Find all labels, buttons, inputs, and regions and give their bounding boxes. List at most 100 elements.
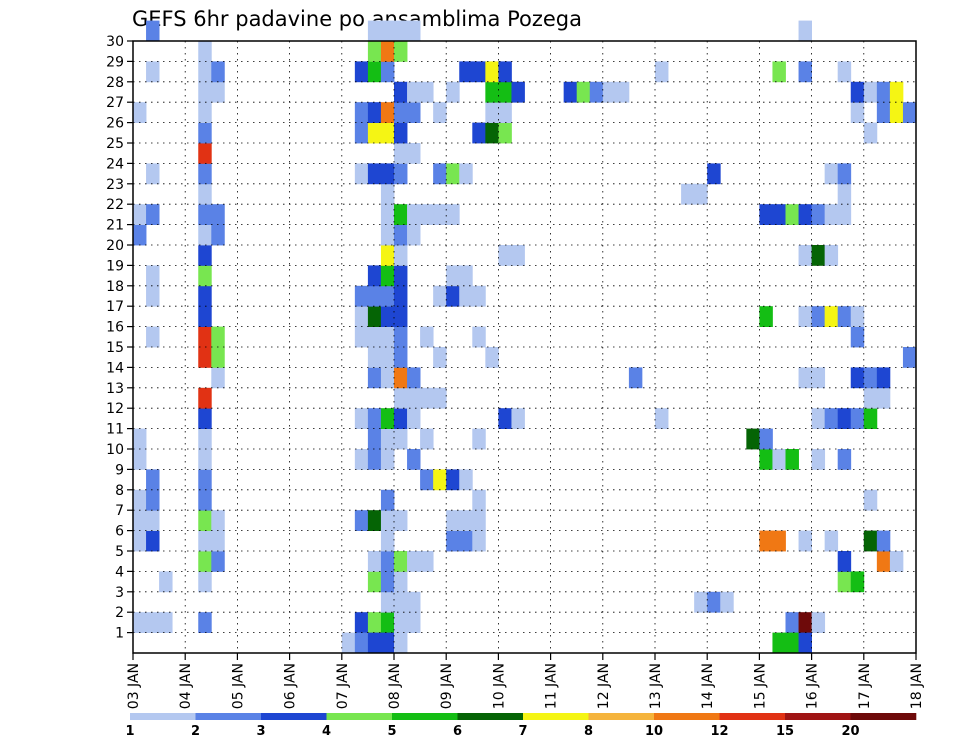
heatmap-cell (785, 449, 799, 470)
heatmap-cell (707, 591, 721, 613)
heatmap-cell (198, 551, 212, 572)
heatmap-cell (394, 632, 408, 654)
heatmap-cell (198, 408, 212, 429)
heatmap-cell (380, 449, 395, 470)
heatmap-cell (798, 204, 812, 225)
heatmap-cell (354, 306, 369, 327)
heatmap-cell (511, 81, 525, 103)
colorbar-label: 10 (645, 724, 663, 739)
heatmap-cell (380, 245, 395, 266)
heatmap-cell (824, 245, 839, 266)
x-tick-label: 06 JAN (283, 663, 299, 709)
heatmap-cell (511, 408, 525, 429)
heatmap-cell (394, 20, 408, 42)
heatmap-cell (367, 285, 382, 307)
heatmap-cell (146, 489, 160, 511)
heatmap-cell (380, 326, 395, 348)
heatmap-cell (694, 591, 708, 613)
heatmap-cell (133, 428, 147, 450)
heatmap-cell (198, 285, 212, 307)
heatmap-cell (485, 102, 499, 123)
heatmap-cell (837, 204, 852, 225)
heatmap-cell (746, 428, 760, 450)
heatmap-cell (407, 143, 421, 164)
heatmap-cell (889, 551, 904, 572)
heatmap-cell (380, 265, 395, 287)
heatmap-cell (485, 81, 499, 103)
heatmap-cell (198, 265, 212, 287)
heatmap-cell (433, 347, 447, 368)
heatmap-cell (407, 387, 421, 409)
x-tick-label: 09 JAN (439, 663, 455, 709)
heatmap-cell (198, 204, 212, 225)
y-tick-label: 13 (106, 381, 124, 397)
colorbar-swatch (588, 713, 655, 720)
heatmap-cell (159, 612, 173, 633)
heatmap-cell (394, 510, 408, 531)
heatmap-cell (394, 367, 408, 389)
heatmap-cell (433, 204, 447, 225)
colorbar-label: 12 (710, 724, 728, 739)
heatmap-cell (811, 408, 826, 429)
heatmap-cell (133, 449, 147, 470)
heatmap-cell (459, 469, 473, 491)
heatmap-cell (485, 61, 499, 83)
heatmap-cell (850, 306, 865, 327)
heatmap-cell (837, 306, 852, 327)
y-tick-label: 11 (106, 422, 124, 438)
heatmap-cell (380, 102, 395, 123)
heatmap-cell (380, 571, 395, 593)
heatmap-cell (133, 489, 147, 511)
heatmap-cell (798, 306, 812, 327)
heatmap-cell (798, 612, 812, 633)
heatmap-cell (863, 81, 878, 103)
heatmap-cell (889, 81, 904, 103)
heatmap-cell (433, 285, 447, 307)
heatmap-cell (407, 102, 421, 123)
heatmap-cell (772, 449, 786, 470)
heatmap-cell (446, 81, 460, 103)
colorbar-swatch (457, 713, 524, 720)
heatmap-cell (472, 326, 486, 348)
x-tick-label: 04 JAN (178, 663, 194, 709)
heatmap-cell (824, 204, 839, 225)
heatmap-cell (472, 530, 486, 552)
heatmap-cell (198, 489, 212, 511)
heatmap-cell (407, 81, 421, 103)
heatmap-cell (146, 285, 160, 307)
heatmap-cell (850, 367, 865, 389)
heatmap-cell (420, 428, 434, 450)
heatmap-cell (511, 245, 525, 266)
heatmap-cell (707, 163, 721, 185)
heatmap-cell (876, 367, 891, 389)
heatmap-cell (341, 632, 356, 654)
heatmap-cell (354, 510, 369, 531)
heatmap-cell (472, 428, 486, 450)
heatmap-cell (198, 469, 212, 491)
x-tick-label: 05 JAN (230, 663, 246, 709)
heatmap-cell (824, 163, 839, 185)
x-tick-label: 16 JAN (805, 663, 821, 709)
heatmap-cell (367, 61, 382, 83)
heatmap-cell (394, 347, 408, 368)
heatmap-cell (146, 612, 160, 633)
heatmap-cell (498, 245, 512, 266)
heatmap-cell (811, 245, 826, 266)
heatmap-cell (876, 81, 891, 103)
heatmap-cell (615, 81, 630, 103)
y-tick-label: 23 (106, 177, 124, 193)
heatmap-cell (420, 551, 434, 572)
heatmap-cell (824, 306, 839, 327)
heatmap-cell (446, 163, 460, 185)
heatmap-cell (576, 81, 591, 103)
colorbar-label: 4 (322, 724, 331, 739)
heatmap-cell (198, 612, 212, 633)
heatmap-cell (785, 204, 799, 225)
heatmap-cell (380, 122, 395, 144)
heatmap-cell (211, 551, 225, 572)
heatmap-cell (367, 408, 382, 429)
chart-title: GEFS 6hr padavine po ansamblima Pozega (132, 7, 582, 31)
heatmap-cell (380, 510, 395, 531)
heatmap-cell (759, 204, 773, 225)
colorbar-label: 7 (518, 724, 527, 739)
